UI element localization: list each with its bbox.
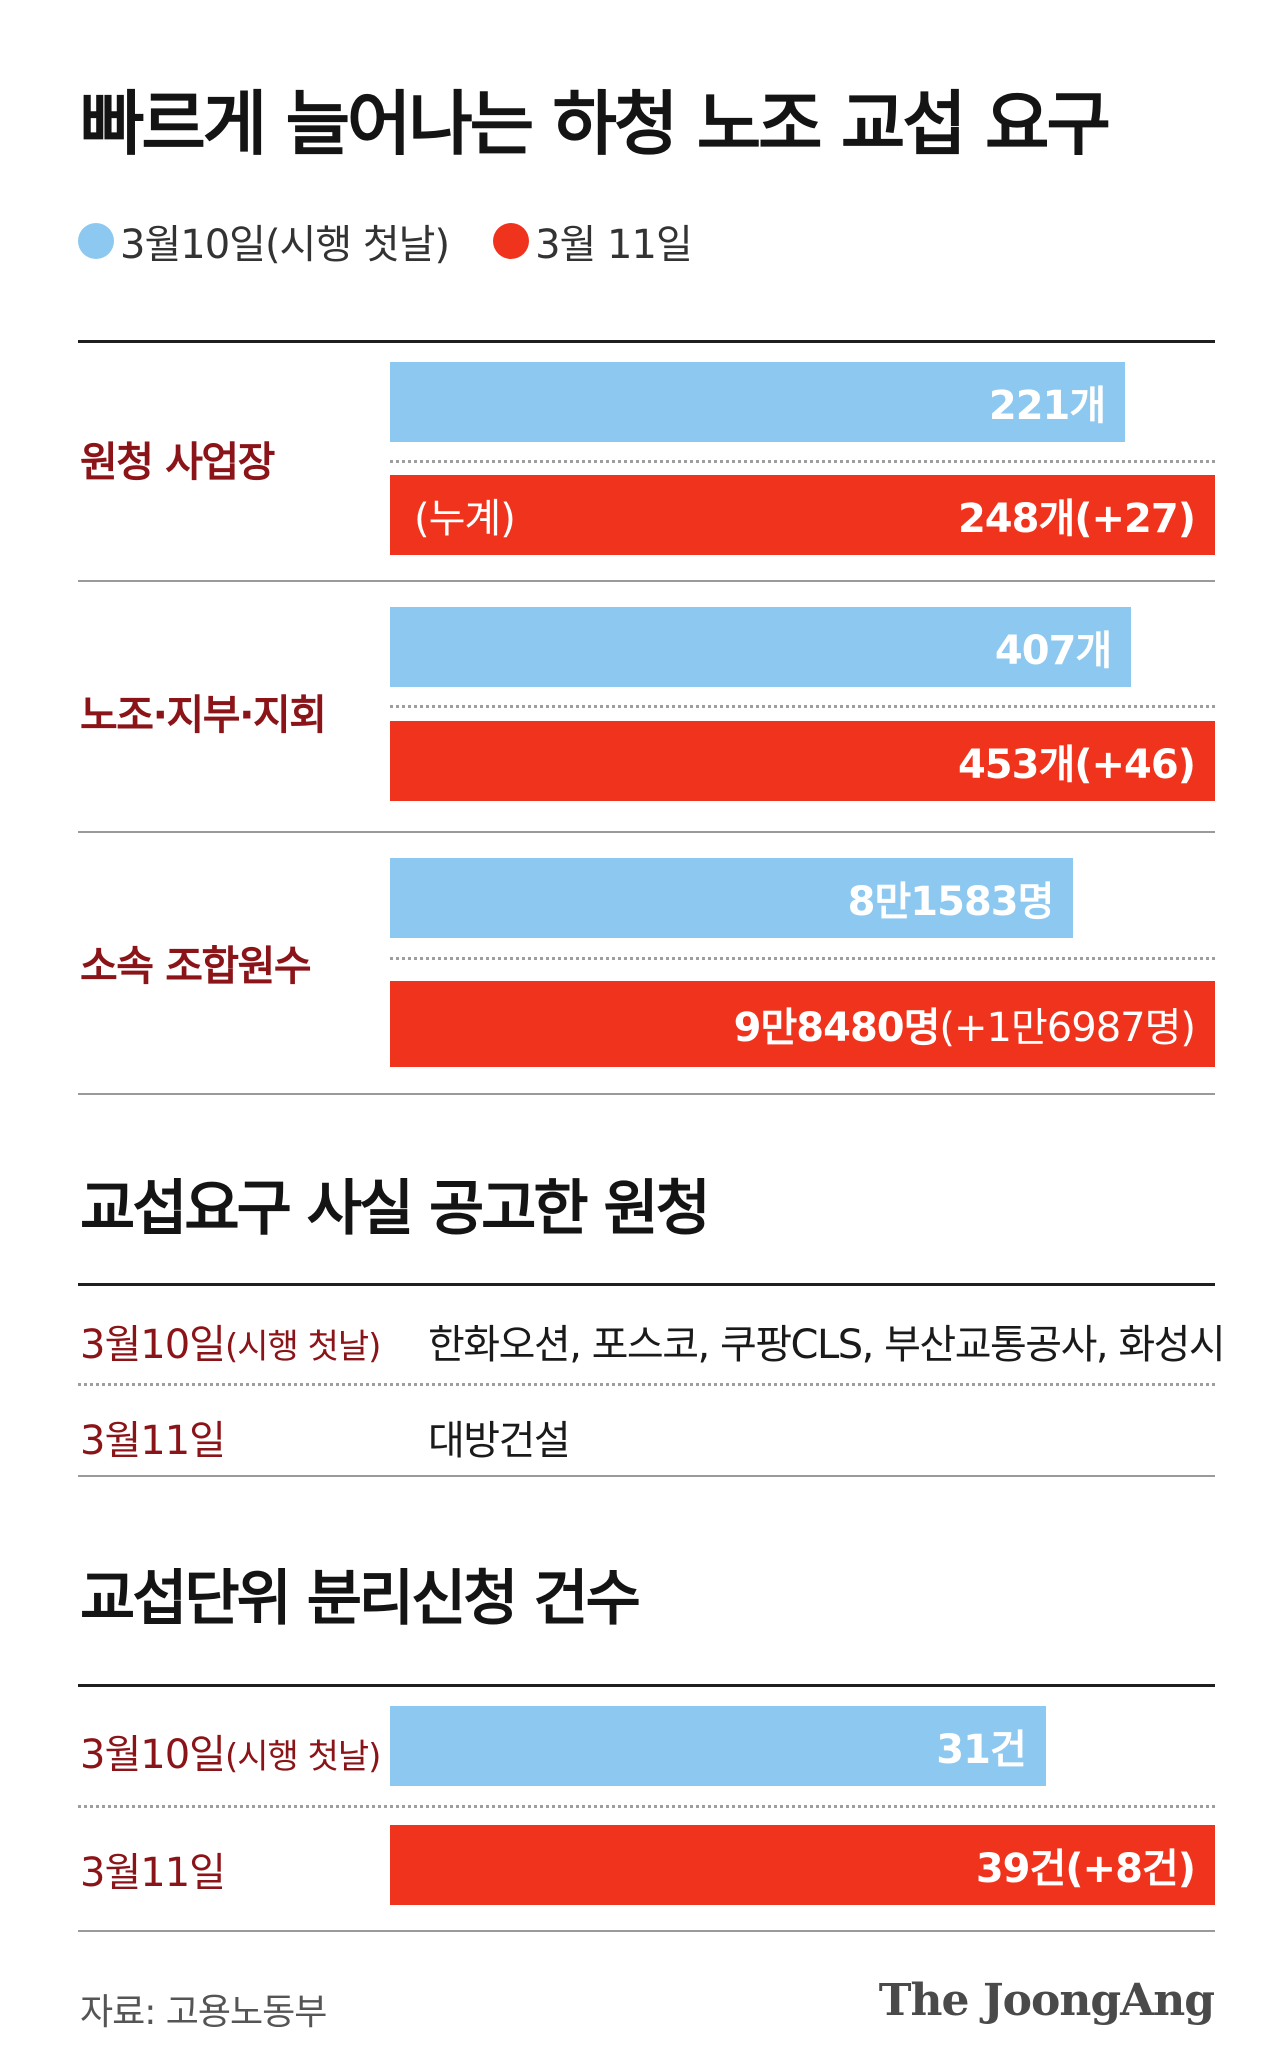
section3-dotted-divider [78, 1805, 1215, 1808]
bar-label-members-mar11: 9만8480명 [733, 1005, 941, 1051]
row3-dotted-divider [390, 957, 1215, 960]
bar-members-mar11: 9만8480명 (+1만6987명) [390, 981, 1215, 1067]
legend-label-mar11: 3월 11일 [535, 222, 693, 268]
legend-dot-red [493, 223, 530, 259]
legend-label-mar10: 3월10일(시행 첫날) [120, 222, 450, 268]
bar-separation-mar11: 39건(+8건) [390, 1825, 1215, 1905]
section1-bottom-rule [78, 1093, 1215, 1095]
bar-separation-mar10: 31건 [390, 1706, 1046, 1786]
row-label-subcontract-sites: 원청 사업장 [80, 438, 275, 486]
bar-members-mar10: 8만1583명 [390, 858, 1074, 938]
row2-bottom-rule [78, 831, 1215, 833]
section3-date-mar11: 3월11일 [80, 1850, 226, 1896]
row1-dotted-divider [390, 460, 1215, 463]
bar-label-separation-mar11: 39건(+8건) [975, 1846, 1196, 1892]
section1-top-rule [78, 340, 1215, 343]
bar-unions-mar11: 453개(+46) [390, 721, 1215, 801]
section2-date-mar10: 3월10일(시행 첫날) [80, 1312, 381, 1370]
row2-dotted-divider [390, 705, 1215, 708]
section2-companies-mar10: 한화오션, 포스코, 쿠팡CLS, 부산교통공사, 화성시 [428, 1322, 1226, 1368]
bar-sites-mar10: 221개 [390, 362, 1126, 442]
section3-bottom-rule [78, 1930, 1215, 1932]
section3-date-mar10-text: 3월10일 [80, 1732, 226, 1778]
legend-item-mar10: 3월10일(시행 첫날) [78, 212, 450, 270]
section3-top-rule [78, 1684, 1215, 1687]
section2-top-rule [78, 1283, 1215, 1286]
bar-unions-mar10: 407개 [390, 607, 1132, 687]
section3-date-mar10-note: (시행 첫날) [224, 1737, 381, 1777]
legend-item-mar11: 3월 11일 [493, 212, 693, 270]
publisher-logo: The JoongAng [878, 1975, 1215, 2026]
row1-bottom-rule [78, 580, 1215, 582]
section3-date-mar10: 3월10일(시행 첫날) [80, 1722, 381, 1780]
row-label-members: 소속 조합원수 [80, 942, 312, 990]
bar-label-unions-mar11: 453개(+46) [957, 742, 1196, 788]
cumulative-note: (누계) [414, 496, 516, 542]
page-title: 빠르게 늘어나는 하청 노조 교섭 요구 [80, 83, 1111, 165]
legend: 3월10일(시행 첫날) 3월 11일 [78, 212, 736, 270]
section2-bottom-rule [78, 1475, 1215, 1477]
bar-label-unions-mar10: 407개 [994, 628, 1112, 674]
bar-label-separation-mar10: 31건 [936, 1727, 1026, 1773]
section2-date-mar11: 3월11일 [80, 1418, 226, 1464]
bar-label-sites-mar11: 248개(+27) [957, 496, 1196, 542]
section2-date-mar10-text: 3월10일 [80, 1322, 226, 1368]
row-label-unions: 노조·지부·지회 [80, 691, 327, 739]
bar-extra-members-mar11: (+1만6987명) [939, 1005, 1196, 1051]
source-note: 자료: 고용노동부 [80, 1992, 327, 2033]
section2-title: 교섭요구 사실 공고한 원청 [80, 1174, 711, 1244]
section3-title: 교섭단위 분리신청 건수 [80, 1564, 641, 1634]
bar-sites-mar11: (누계) 248개(+27) [390, 475, 1215, 555]
bar-label-sites-mar10: 221개 [988, 383, 1106, 429]
section2-date-mar10-note: (시행 첫날) [224, 1327, 381, 1367]
legend-dot-blue [78, 223, 114, 259]
section2-companies-mar11: 대방건설 [428, 1418, 571, 1464]
section2-dotted-divider [78, 1383, 1215, 1386]
bar-label-members-mar10: 8만1583명 [847, 879, 1055, 925]
